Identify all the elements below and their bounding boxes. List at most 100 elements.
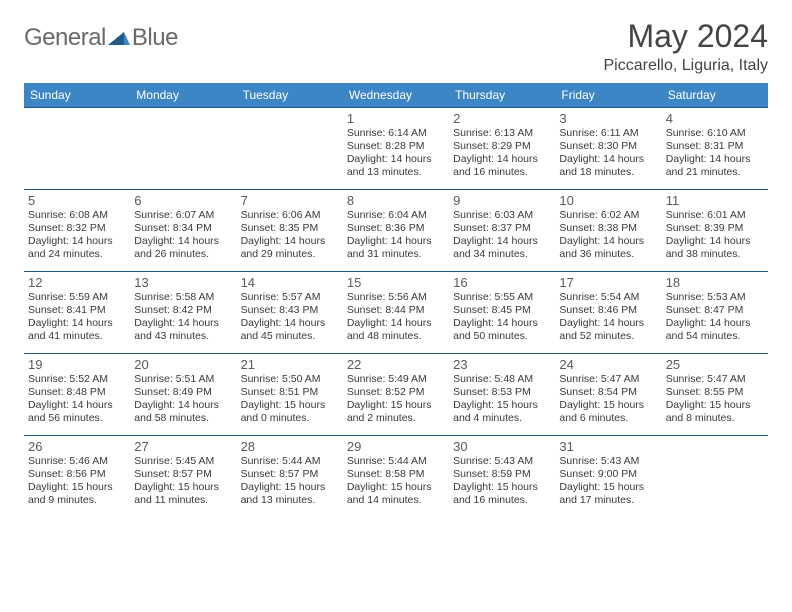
calendar-cell: 21Sunrise: 5:50 AMSunset: 8:51 PMDayligh…	[237, 354, 343, 436]
day-number: 27	[134, 439, 232, 454]
calendar-cell: 2Sunrise: 6:13 AMSunset: 8:29 PMDaylight…	[449, 108, 555, 190]
day-info: Sunrise: 5:52 AMSunset: 8:48 PMDaylight:…	[28, 373, 126, 426]
calendar-cell	[24, 108, 130, 190]
calendar-cell: 26Sunrise: 5:46 AMSunset: 8:56 PMDayligh…	[24, 436, 130, 518]
page-title: May 2024	[603, 18, 768, 55]
brand-triangle-icon	[108, 29, 130, 47]
day-number: 23	[453, 357, 551, 372]
day-info: Sunrise: 6:02 AMSunset: 8:38 PMDaylight:…	[559, 209, 657, 262]
day-header: Wednesday	[343, 83, 449, 108]
day-number: 5	[28, 193, 126, 208]
day-info: Sunrise: 5:51 AMSunset: 8:49 PMDaylight:…	[134, 373, 232, 426]
calendar-cell: 14Sunrise: 5:57 AMSunset: 8:43 PMDayligh…	[237, 272, 343, 354]
day-info: Sunrise: 6:13 AMSunset: 8:29 PMDaylight:…	[453, 127, 551, 180]
day-info: Sunrise: 5:58 AMSunset: 8:42 PMDaylight:…	[134, 291, 232, 344]
day-number: 29	[347, 439, 445, 454]
calendar-week-row: 12Sunrise: 5:59 AMSunset: 8:41 PMDayligh…	[24, 272, 768, 354]
calendar-cell: 30Sunrise: 5:43 AMSunset: 8:59 PMDayligh…	[449, 436, 555, 518]
day-info: Sunrise: 5:53 AMSunset: 8:47 PMDaylight:…	[666, 291, 764, 344]
day-info: Sunrise: 5:54 AMSunset: 8:46 PMDaylight:…	[559, 291, 657, 344]
calendar-cell: 13Sunrise: 5:58 AMSunset: 8:42 PMDayligh…	[130, 272, 236, 354]
day-info: Sunrise: 5:45 AMSunset: 8:57 PMDaylight:…	[134, 455, 232, 508]
day-info: Sunrise: 5:47 AMSunset: 8:55 PMDaylight:…	[666, 373, 764, 426]
day-number: 18	[666, 275, 764, 290]
day-info: Sunrise: 5:43 AMSunset: 9:00 PMDaylight:…	[559, 455, 657, 508]
day-info: Sunrise: 6:10 AMSunset: 8:31 PMDaylight:…	[666, 127, 764, 180]
day-header: Sunday	[24, 83, 130, 108]
calendar-body: 1Sunrise: 6:14 AMSunset: 8:28 PMDaylight…	[24, 108, 768, 518]
day-number: 26	[28, 439, 126, 454]
day-number: 8	[347, 193, 445, 208]
calendar-cell: 9Sunrise: 6:03 AMSunset: 8:37 PMDaylight…	[449, 190, 555, 272]
day-number: 10	[559, 193, 657, 208]
day-info: Sunrise: 5:56 AMSunset: 8:44 PMDaylight:…	[347, 291, 445, 344]
day-info: Sunrise: 5:48 AMSunset: 8:53 PMDaylight:…	[453, 373, 551, 426]
day-number: 14	[241, 275, 339, 290]
day-number: 22	[347, 357, 445, 372]
calendar-header-row: SundayMondayTuesdayWednesdayThursdayFrid…	[24, 83, 768, 108]
calendar-cell: 17Sunrise: 5:54 AMSunset: 8:46 PMDayligh…	[555, 272, 661, 354]
day-number: 24	[559, 357, 657, 372]
calendar-cell: 12Sunrise: 5:59 AMSunset: 8:41 PMDayligh…	[24, 272, 130, 354]
day-info: Sunrise: 6:06 AMSunset: 8:35 PMDaylight:…	[241, 209, 339, 262]
day-header: Thursday	[449, 83, 555, 108]
day-info: Sunrise: 6:08 AMSunset: 8:32 PMDaylight:…	[28, 209, 126, 262]
calendar-week-row: 19Sunrise: 5:52 AMSunset: 8:48 PMDayligh…	[24, 354, 768, 436]
day-number: 15	[347, 275, 445, 290]
calendar-cell: 6Sunrise: 6:07 AMSunset: 8:34 PMDaylight…	[130, 190, 236, 272]
day-info: Sunrise: 5:47 AMSunset: 8:54 PMDaylight:…	[559, 373, 657, 426]
calendar-cell: 29Sunrise: 5:44 AMSunset: 8:58 PMDayligh…	[343, 436, 449, 518]
calendar-cell: 22Sunrise: 5:49 AMSunset: 8:52 PMDayligh…	[343, 354, 449, 436]
calendar-cell: 1Sunrise: 6:14 AMSunset: 8:28 PMDaylight…	[343, 108, 449, 190]
day-number: 28	[241, 439, 339, 454]
day-info: Sunrise: 5:43 AMSunset: 8:59 PMDaylight:…	[453, 455, 551, 508]
day-number: 11	[666, 193, 764, 208]
day-number: 4	[666, 111, 764, 126]
day-info: Sunrise: 5:50 AMSunset: 8:51 PMDaylight:…	[241, 373, 339, 426]
day-info: Sunrise: 5:57 AMSunset: 8:43 PMDaylight:…	[241, 291, 339, 344]
day-info: Sunrise: 5:44 AMSunset: 8:57 PMDaylight:…	[241, 455, 339, 508]
day-header: Monday	[130, 83, 236, 108]
day-number: 30	[453, 439, 551, 454]
calendar-cell	[130, 108, 236, 190]
day-number: 9	[453, 193, 551, 208]
calendar-cell: 5Sunrise: 6:08 AMSunset: 8:32 PMDaylight…	[24, 190, 130, 272]
calendar-cell: 27Sunrise: 5:45 AMSunset: 8:57 PMDayligh…	[130, 436, 236, 518]
day-header: Tuesday	[237, 83, 343, 108]
calendar-cell: 8Sunrise: 6:04 AMSunset: 8:36 PMDaylight…	[343, 190, 449, 272]
day-number: 19	[28, 357, 126, 372]
calendar-week-row: 26Sunrise: 5:46 AMSunset: 8:56 PMDayligh…	[24, 436, 768, 518]
day-header: Saturday	[662, 83, 768, 108]
calendar-week-row: 5Sunrise: 6:08 AMSunset: 8:32 PMDaylight…	[24, 190, 768, 272]
calendar-cell	[237, 108, 343, 190]
header: General Blue May 2024 Piccarello, Liguri…	[24, 18, 768, 75]
day-number: 7	[241, 193, 339, 208]
calendar-cell: 4Sunrise: 6:10 AMSunset: 8:31 PMDaylight…	[662, 108, 768, 190]
calendar-cell: 20Sunrise: 5:51 AMSunset: 8:49 PMDayligh…	[130, 354, 236, 436]
calendar-cell: 31Sunrise: 5:43 AMSunset: 9:00 PMDayligh…	[555, 436, 661, 518]
day-info: Sunrise: 6:01 AMSunset: 8:39 PMDaylight:…	[666, 209, 764, 262]
day-info: Sunrise: 5:44 AMSunset: 8:58 PMDaylight:…	[347, 455, 445, 508]
day-number: 13	[134, 275, 232, 290]
day-info: Sunrise: 6:14 AMSunset: 8:28 PMDaylight:…	[347, 127, 445, 180]
brand-name-2: Blue	[132, 24, 178, 52]
day-number: 1	[347, 111, 445, 126]
calendar-cell: 23Sunrise: 5:48 AMSunset: 8:53 PMDayligh…	[449, 354, 555, 436]
day-number: 21	[241, 357, 339, 372]
day-info: Sunrise: 6:03 AMSunset: 8:37 PMDaylight:…	[453, 209, 551, 262]
day-number: 31	[559, 439, 657, 454]
day-info: Sunrise: 6:07 AMSunset: 8:34 PMDaylight:…	[134, 209, 232, 262]
day-info: Sunrise: 5:59 AMSunset: 8:41 PMDaylight:…	[28, 291, 126, 344]
brand-logo: General Blue	[24, 18, 178, 52]
day-number: 6	[134, 193, 232, 208]
calendar-cell: 11Sunrise: 6:01 AMSunset: 8:39 PMDayligh…	[662, 190, 768, 272]
calendar-cell: 25Sunrise: 5:47 AMSunset: 8:55 PMDayligh…	[662, 354, 768, 436]
calendar-cell: 10Sunrise: 6:02 AMSunset: 8:38 PMDayligh…	[555, 190, 661, 272]
calendar-cell	[662, 436, 768, 518]
day-number: 20	[134, 357, 232, 372]
day-info: Sunrise: 5:46 AMSunset: 8:56 PMDaylight:…	[28, 455, 126, 508]
calendar-cell: 28Sunrise: 5:44 AMSunset: 8:57 PMDayligh…	[237, 436, 343, 518]
day-number: 16	[453, 275, 551, 290]
day-number: 25	[666, 357, 764, 372]
day-number: 17	[559, 275, 657, 290]
